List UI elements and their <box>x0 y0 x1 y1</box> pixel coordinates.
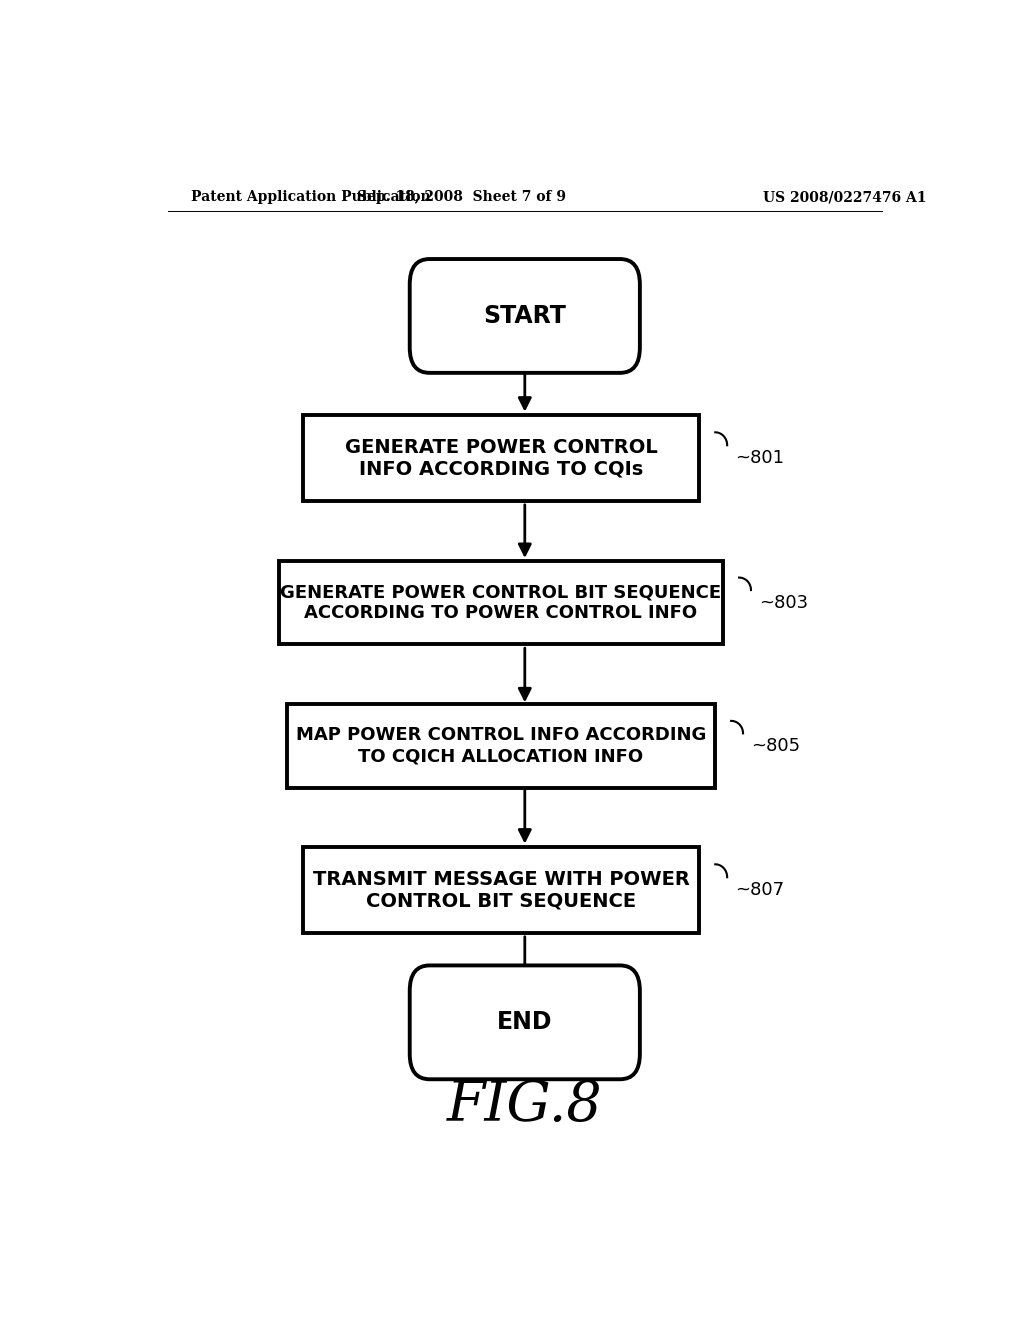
Text: TRANSMIT MESSAGE WITH POWER
CONTROL BIT SEQUENCE: TRANSMIT MESSAGE WITH POWER CONTROL BIT … <box>312 870 689 911</box>
Text: END: END <box>497 1010 553 1035</box>
FancyBboxPatch shape <box>287 704 715 788</box>
FancyBboxPatch shape <box>410 965 640 1080</box>
FancyBboxPatch shape <box>410 259 640 372</box>
Text: Sep. 18, 2008  Sheet 7 of 9: Sep. 18, 2008 Sheet 7 of 9 <box>356 190 566 205</box>
Text: GENERATE POWER CONTROL BIT SEQUENCE
ACCORDING TO POWER CONTROL INFO: GENERATE POWER CONTROL BIT SEQUENCE ACCO… <box>281 583 722 622</box>
FancyBboxPatch shape <box>303 847 699 933</box>
Text: FIG.8: FIG.8 <box>447 1078 602 1133</box>
FancyBboxPatch shape <box>279 561 723 644</box>
Text: Patent Application Publication: Patent Application Publication <box>191 190 431 205</box>
Text: START: START <box>483 304 566 327</box>
Text: US 2008/0227476 A1: US 2008/0227476 A1 <box>763 190 927 205</box>
Text: GENERATE POWER CONTROL
INFO ACCORDING TO CQIs: GENERATE POWER CONTROL INFO ACCORDING TO… <box>345 438 657 479</box>
Text: ~801: ~801 <box>735 449 784 467</box>
Text: MAP POWER CONTROL INFO ACCORDING
TO CQICH ALLOCATION INFO: MAP POWER CONTROL INFO ACCORDING TO CQIC… <box>296 726 707 766</box>
Text: ~803: ~803 <box>759 594 808 611</box>
Text: ~807: ~807 <box>735 882 784 899</box>
Text: ~805: ~805 <box>751 737 800 755</box>
FancyBboxPatch shape <box>303 414 699 502</box>
